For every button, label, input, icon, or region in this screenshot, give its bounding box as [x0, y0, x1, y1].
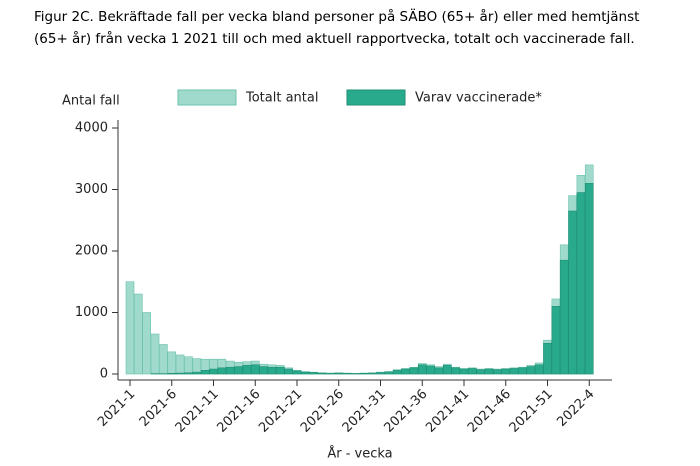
- y-tick-label: 4000: [75, 121, 108, 136]
- bar: [401, 368, 410, 375]
- y-tick-label: 2000: [75, 244, 108, 259]
- y-tick-label: 0: [100, 367, 108, 382]
- x-tick-label: 2021-21: [256, 387, 305, 436]
- bar: [184, 356, 193, 375]
- bar: [392, 370, 402, 375]
- bar: [159, 344, 168, 375]
- bar: [184, 372, 193, 375]
- bar: [150, 333, 160, 375]
- x-tick-label: 2021-1: [95, 387, 138, 430]
- bar: [501, 368, 511, 375]
- x-axis-label: År - vecka: [327, 446, 392, 462]
- bar: [342, 373, 352, 375]
- bar: [493, 369, 502, 375]
- x-tick-label: 2021-31: [340, 387, 389, 436]
- x-tick-label: 2021-26: [298, 387, 347, 436]
- bar: [309, 372, 319, 375]
- bar: [426, 365, 435, 375]
- x-tick-label: 2021-41: [423, 387, 472, 436]
- bar: [417, 364, 427, 375]
- bar: [175, 372, 185, 375]
- bar: [334, 372, 344, 375]
- bar: [459, 368, 469, 375]
- legend-swatch: [346, 89, 406, 106]
- bar: [301, 371, 310, 375]
- bar: [192, 371, 202, 375]
- bar: [543, 342, 552, 375]
- bar: [134, 293, 143, 375]
- bar: [518, 367, 527, 375]
- x-tick-label: 2022-4: [554, 387, 597, 430]
- y-axis-label: Antal fall: [62, 94, 120, 109]
- bar: [234, 366, 243, 375]
- bar: [384, 371, 394, 375]
- bar: [217, 367, 227, 375]
- bar: [367, 372, 377, 375]
- bar: [534, 364, 544, 375]
- bar: [359, 372, 369, 375]
- bar: [409, 367, 419, 375]
- bar: [192, 358, 202, 375]
- bar: [376, 372, 385, 375]
- x-tick-label: 2021-46: [465, 387, 514, 436]
- chart-title-line: (65+ år) från vecka 1 2021 till och med …: [34, 30, 635, 47]
- bar: [568, 210, 577, 375]
- bar: [551, 306, 561, 375]
- x-tick-label: 2021-11: [173, 387, 222, 436]
- bar: [442, 365, 452, 375]
- legend-label: Totalt antal: [245, 91, 318, 106]
- bar: [434, 367, 444, 375]
- bar: [125, 281, 135, 375]
- x-tick-label: 2021-51: [507, 387, 556, 436]
- bar: [559, 259, 569, 375]
- x-tick-label: 2021-16: [215, 387, 264, 436]
- bar: [200, 370, 210, 375]
- bar: [576, 192, 586, 375]
- legend-swatch: [177, 89, 237, 106]
- bar: [275, 366, 285, 375]
- y-tick-label: 1000: [75, 305, 108, 320]
- bar: [259, 366, 268, 375]
- bar: [284, 368, 293, 375]
- bar: [250, 364, 260, 375]
- bar: [317, 372, 327, 375]
- bar: [175, 354, 185, 375]
- y-tick-label: 3000: [75, 182, 108, 197]
- chart-title-line: Figur 2C. Bekräftade fall per vecka blan…: [34, 7, 639, 25]
- bar: [167, 351, 177, 375]
- legend-label: Varav vaccinerade*: [415, 91, 542, 106]
- bar: [167, 373, 177, 375]
- bar: [468, 368, 477, 375]
- bar: [326, 373, 335, 375]
- bar: [242, 365, 252, 375]
- bar: [476, 369, 486, 375]
- bar: [267, 366, 277, 375]
- bar: [526, 366, 536, 375]
- bar: [509, 368, 519, 375]
- bar: [225, 366, 235, 375]
- bar: [584, 183, 594, 375]
- bar: [484, 368, 494, 375]
- bar: [142, 312, 151, 375]
- x-tick-label: 2021-36: [382, 387, 431, 436]
- bar: [292, 370, 302, 375]
- bar: [451, 367, 460, 375]
- bar: [209, 368, 218, 375]
